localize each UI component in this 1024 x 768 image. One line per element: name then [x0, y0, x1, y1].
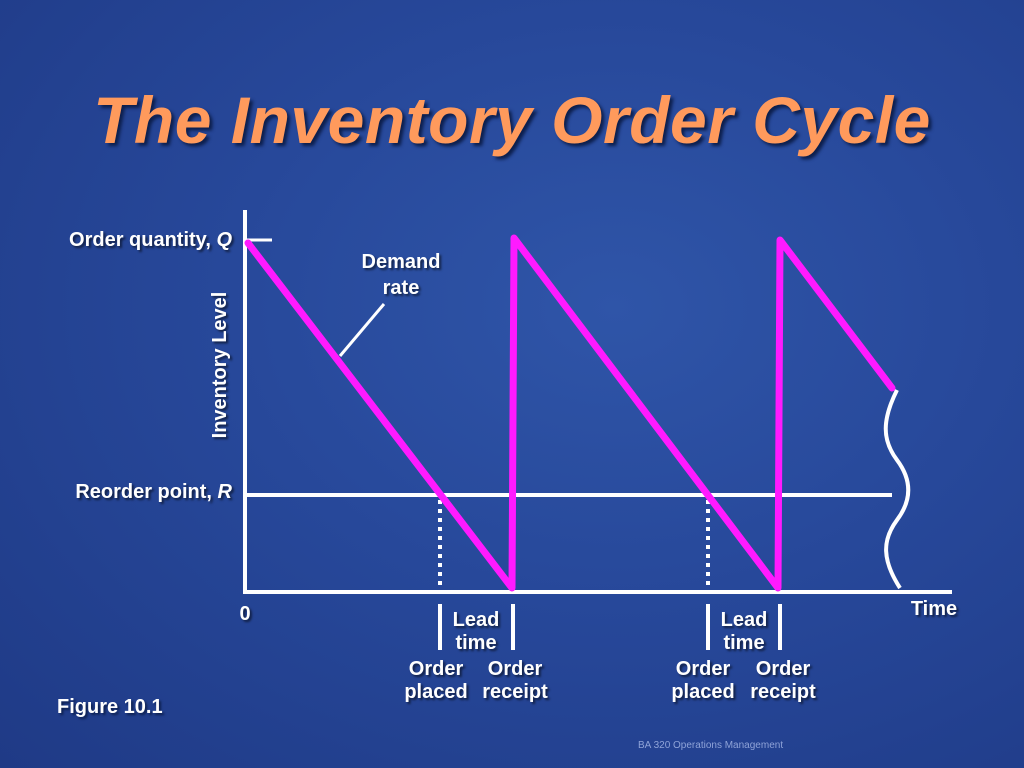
- lead-time-label-1-line1: Lead: [453, 609, 500, 631]
- order-placed-label-2-line2: placed: [671, 681, 734, 703]
- inventory-level-line: [244, 234, 896, 592]
- order-receipt-label-1-line1: Order: [488, 658, 543, 680]
- axis-break-mark: [883, 389, 911, 590]
- slide-title: The Inventory Order Cycle: [93, 83, 931, 157]
- order-quantity-label: Order quantity, Q: [69, 229, 232, 251]
- lead-time-label-1-line2: time: [455, 632, 496, 654]
- demand-rate-label-line1: Demand: [362, 251, 441, 273]
- demand-rate-label-line2: rate: [383, 277, 420, 299]
- order-placed-label-1-line2: placed: [404, 681, 467, 703]
- x-axis-label: Time: [911, 598, 957, 620]
- demand-rate-pointer: [338, 303, 386, 357]
- figure-label: Figure 10.1: [57, 696, 163, 718]
- order-receipt-label-2-line1: Order: [756, 658, 811, 680]
- origin-label: 0: [239, 603, 250, 625]
- footer-text: BA 320 Operations Management: [638, 740, 784, 751]
- lead-time-label-2-line1: Lead: [721, 609, 768, 631]
- order-placed-label-1-line1: Order: [409, 658, 464, 680]
- order-receipt-label-2-line2: receipt: [750, 681, 816, 703]
- order-receipt-label-1-line2: receipt: [482, 681, 548, 703]
- y-axis-label: Inventory Level: [209, 292, 231, 439]
- reorder-point-label: Reorder point, R: [75, 481, 232, 503]
- order-placed-label-2-line1: Order: [676, 658, 731, 680]
- lead-time-label-2-line2: time: [723, 632, 764, 654]
